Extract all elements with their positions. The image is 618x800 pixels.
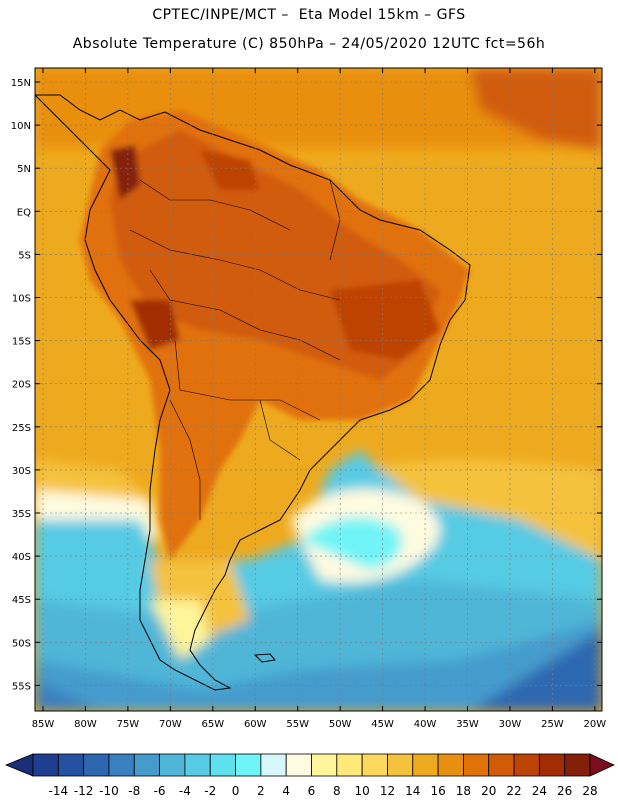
- color-legend: -14 -12 -10 -8 -6 -4 -2 0 2 4 6 8 10 12 14 16 18 20 22 24 26…: [4, 753, 615, 798]
- colorbar-tick-label: 24: [532, 784, 547, 798]
- country-borders: [129, 179, 341, 520]
- colorbar-swatch: [209, 753, 236, 777]
- colorbar-high-arrow: [589, 753, 615, 777]
- lat-label: 35S: [12, 509, 31, 520]
- colorbar-tick-label: -6: [154, 784, 166, 798]
- temperature-field: [35, 68, 602, 711]
- lon-label: 50W: [329, 719, 352, 730]
- colorbar-swatch: [488, 753, 515, 777]
- lon-label: 20W: [584, 719, 607, 730]
- colorbar-swatch: [57, 753, 85, 777]
- latitude-axis: 15N 10N 5N EQ 5S 10S 15S 20S 25S 30S 35S 40S 45S 50S 5…: [11, 78, 602, 692]
- lat-label: 5N: [17, 164, 31, 175]
- colorbar-swatch: [184, 753, 211, 777]
- colorbar-tick-label: 6: [308, 784, 316, 798]
- colorbar-tick-label: 26: [557, 784, 572, 798]
- coastline: [35, 94, 471, 691]
- colorbar-swatch: [513, 753, 540, 777]
- lat-label: 25S: [12, 423, 31, 434]
- colorbar-swatch: [235, 753, 262, 777]
- colorbar-tick-label: 0: [232, 784, 240, 798]
- colorbar-swatch: [311, 753, 338, 777]
- colorbar-swatch: [387, 753, 414, 777]
- lon-label: 35W: [456, 719, 479, 730]
- colorbar-swatch: [260, 753, 287, 777]
- lat-label: 30S: [12, 466, 31, 477]
- colorbar-tick-label: -10: [99, 784, 119, 798]
- colorbar-swatch: [463, 753, 490, 777]
- map-frame: [34, 67, 603, 712]
- colorbar-tick-label: -2: [204, 784, 216, 798]
- lon-label: 85W: [32, 719, 55, 730]
- lon-label: 60W: [244, 719, 267, 730]
- lat-label: 15N: [11, 78, 31, 89]
- lon-label: 30W: [499, 719, 522, 730]
- colorbar-swatch: [336, 753, 363, 777]
- colorbar-swatch: [437, 753, 464, 777]
- colorbar-tick-label: 10: [354, 784, 369, 798]
- lat-label: 15S: [12, 337, 31, 348]
- colorbar-tick-label: 28: [582, 784, 597, 798]
- colorbar-tick-label: 16: [430, 784, 445, 798]
- lat-label: 10N: [11, 121, 31, 132]
- lat-label: 10S: [12, 294, 31, 305]
- colorbar-tick-label: -8: [128, 784, 140, 798]
- colorbar-tick-label: 22: [506, 784, 521, 798]
- colorbar-tick-label: 2: [257, 784, 265, 798]
- map-subtitle: Absolute Temperature (C) 850hPa – 24/05/…: [72, 36, 546, 52]
- lon-label: 40W: [414, 719, 437, 730]
- colorbar-tick-label: -4: [179, 784, 191, 798]
- lat-label: 5S: [18, 250, 31, 261]
- lon-label: 65W: [201, 719, 224, 730]
- colorbar-low-arrow: [4, 753, 34, 777]
- colorbar-tick-label: 12: [380, 784, 395, 798]
- colorbar-tick-label: 20: [481, 784, 496, 798]
- colorbar-swatch: [538, 753, 566, 777]
- lat-label: 45S: [12, 595, 31, 606]
- colorbar-tick-label: 14: [405, 784, 420, 798]
- colorbar-tick-label: 18: [456, 784, 471, 798]
- colorbar-swatch: [159, 753, 186, 777]
- lat-label: 40S: [12, 552, 31, 563]
- colorbar-tick-label: 8: [333, 784, 341, 798]
- colorbar-tick-label: -12: [74, 784, 94, 798]
- lat-label: 55S: [12, 681, 31, 692]
- map-title: CPTEC/INPE/MCT – Eta Model 15km – GFS: [152, 7, 466, 23]
- lon-label: 80W: [74, 719, 97, 730]
- colorbar-swatch: [133, 753, 160, 777]
- lon-label: 25W: [541, 719, 564, 730]
- colorbar-swatch: [361, 753, 388, 777]
- colorbar-swatch: [285, 753, 312, 777]
- lon-label: 70W: [159, 719, 182, 730]
- colorbar-swatch: [564, 753, 591, 777]
- longitude-axis: 85W 80W 75W 70W 65W 60W 55W 50W 45W 40W 35W 30W 25W 2…: [32, 68, 607, 730]
- colorbar-swatch: [412, 753, 439, 777]
- lon-label: 75W: [117, 719, 140, 730]
- colorbar-swatch: [83, 753, 110, 777]
- colorbar-swatch: [32, 753, 59, 777]
- lat-label: 50S: [12, 638, 31, 649]
- colorbar-swatch: [108, 753, 135, 777]
- lat-label: 20S: [12, 380, 31, 391]
- colorbar-tick-label: -14: [49, 784, 69, 798]
- lon-label: 55W: [286, 719, 309, 730]
- lat-label: EQ: [17, 207, 31, 218]
- colorbar-tick-label: 4: [282, 784, 290, 798]
- lat-lon-grid: [35, 68, 602, 711]
- lon-label: 45W: [371, 719, 394, 730]
